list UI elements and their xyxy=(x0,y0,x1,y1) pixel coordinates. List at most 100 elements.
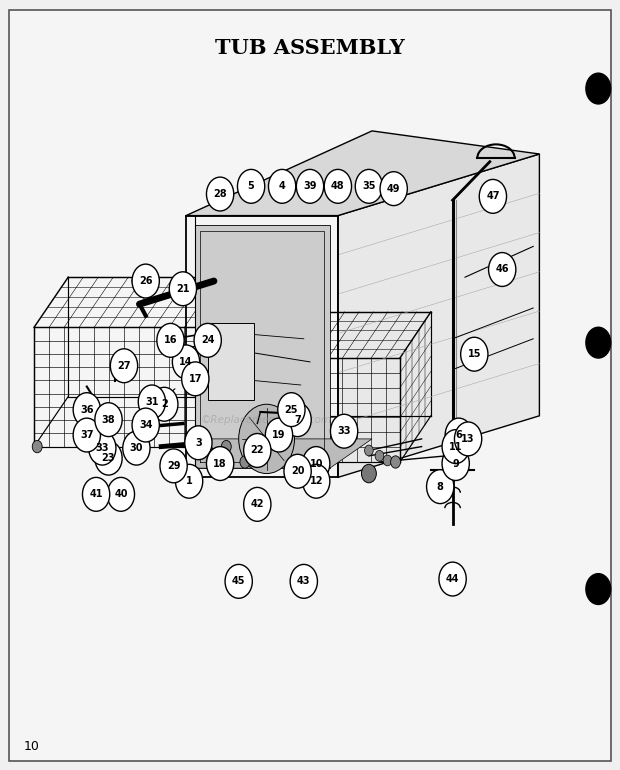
Circle shape xyxy=(206,177,234,211)
Circle shape xyxy=(303,447,330,480)
Circle shape xyxy=(278,393,305,427)
Circle shape xyxy=(132,264,159,298)
Circle shape xyxy=(324,169,352,203)
Circle shape xyxy=(154,395,166,409)
Circle shape xyxy=(172,345,200,379)
Text: 3: 3 xyxy=(195,438,202,447)
Text: 23: 23 xyxy=(102,454,115,463)
Text: 2: 2 xyxy=(161,400,167,409)
Circle shape xyxy=(461,337,488,371)
Circle shape xyxy=(330,414,358,448)
Circle shape xyxy=(221,440,231,453)
Circle shape xyxy=(244,434,271,467)
Circle shape xyxy=(442,447,469,480)
Circle shape xyxy=(355,169,383,203)
Text: 48: 48 xyxy=(331,182,345,191)
Circle shape xyxy=(391,456,401,468)
Text: 39: 39 xyxy=(303,182,317,191)
Circle shape xyxy=(175,464,203,498)
Circle shape xyxy=(282,394,304,422)
Text: 4: 4 xyxy=(279,182,285,191)
Circle shape xyxy=(586,574,611,604)
Text: 10: 10 xyxy=(24,740,40,753)
Text: 6: 6 xyxy=(456,430,462,440)
FancyBboxPatch shape xyxy=(208,323,254,400)
Text: 34: 34 xyxy=(139,420,153,430)
Circle shape xyxy=(169,272,197,306)
Text: 12: 12 xyxy=(309,477,323,486)
Circle shape xyxy=(586,73,611,104)
Text: 43: 43 xyxy=(297,577,311,586)
Text: 25: 25 xyxy=(285,405,298,414)
Circle shape xyxy=(160,449,187,483)
Text: 35: 35 xyxy=(362,182,376,191)
Text: 41: 41 xyxy=(89,490,103,499)
Circle shape xyxy=(489,253,516,286)
Circle shape xyxy=(445,418,472,452)
Circle shape xyxy=(361,464,376,483)
Text: 13: 13 xyxy=(461,434,475,444)
Circle shape xyxy=(237,169,265,203)
Text: 33: 33 xyxy=(95,444,109,453)
Polygon shape xyxy=(186,131,539,216)
Circle shape xyxy=(73,393,100,427)
Circle shape xyxy=(144,408,154,420)
Circle shape xyxy=(110,349,138,383)
Circle shape xyxy=(239,404,294,474)
Circle shape xyxy=(290,564,317,598)
Text: 44: 44 xyxy=(446,574,459,584)
Text: 18: 18 xyxy=(213,459,227,468)
Circle shape xyxy=(303,464,330,498)
Circle shape xyxy=(32,440,42,453)
Text: 1: 1 xyxy=(186,477,192,486)
Text: 49: 49 xyxy=(387,184,401,193)
Circle shape xyxy=(375,450,384,461)
Text: 10: 10 xyxy=(309,459,323,468)
Circle shape xyxy=(95,403,122,437)
Text: 38: 38 xyxy=(102,415,115,424)
Polygon shape xyxy=(195,225,330,468)
FancyBboxPatch shape xyxy=(180,346,196,373)
Text: 15: 15 xyxy=(467,350,481,359)
Circle shape xyxy=(206,447,234,480)
Text: ©ReplacementParts.com: ©ReplacementParts.com xyxy=(201,415,332,424)
Circle shape xyxy=(225,564,252,598)
Text: TUB ASSEMBLY: TUB ASSEMBLY xyxy=(215,38,405,58)
Circle shape xyxy=(442,430,469,464)
Text: 16: 16 xyxy=(164,336,177,345)
Text: 29: 29 xyxy=(167,461,180,470)
Circle shape xyxy=(138,385,166,419)
Text: 9: 9 xyxy=(453,459,459,468)
Text: 27: 27 xyxy=(117,361,131,370)
Circle shape xyxy=(89,431,116,465)
Circle shape xyxy=(265,418,293,452)
Circle shape xyxy=(586,327,611,358)
Circle shape xyxy=(380,172,407,206)
Circle shape xyxy=(95,441,122,475)
Circle shape xyxy=(284,454,311,488)
Circle shape xyxy=(244,487,271,521)
Text: 28: 28 xyxy=(213,189,227,199)
Text: 11: 11 xyxy=(449,442,463,451)
Text: 24: 24 xyxy=(201,336,215,345)
Circle shape xyxy=(182,362,209,396)
Text: 17: 17 xyxy=(188,374,202,383)
Text: 36: 36 xyxy=(80,405,94,414)
Text: 40: 40 xyxy=(114,490,128,499)
Circle shape xyxy=(365,445,373,456)
Text: 5: 5 xyxy=(248,182,254,191)
Circle shape xyxy=(185,426,212,460)
Circle shape xyxy=(454,422,482,456)
Polygon shape xyxy=(338,154,539,477)
Circle shape xyxy=(107,477,135,511)
FancyBboxPatch shape xyxy=(9,10,611,761)
Circle shape xyxy=(82,477,110,511)
Circle shape xyxy=(479,179,507,213)
Circle shape xyxy=(132,408,159,442)
Text: 37: 37 xyxy=(80,430,94,440)
Text: 45: 45 xyxy=(232,577,246,586)
Text: 33: 33 xyxy=(337,427,351,436)
Text: 8: 8 xyxy=(436,482,444,491)
Circle shape xyxy=(383,455,392,466)
Text: 19: 19 xyxy=(272,430,286,440)
